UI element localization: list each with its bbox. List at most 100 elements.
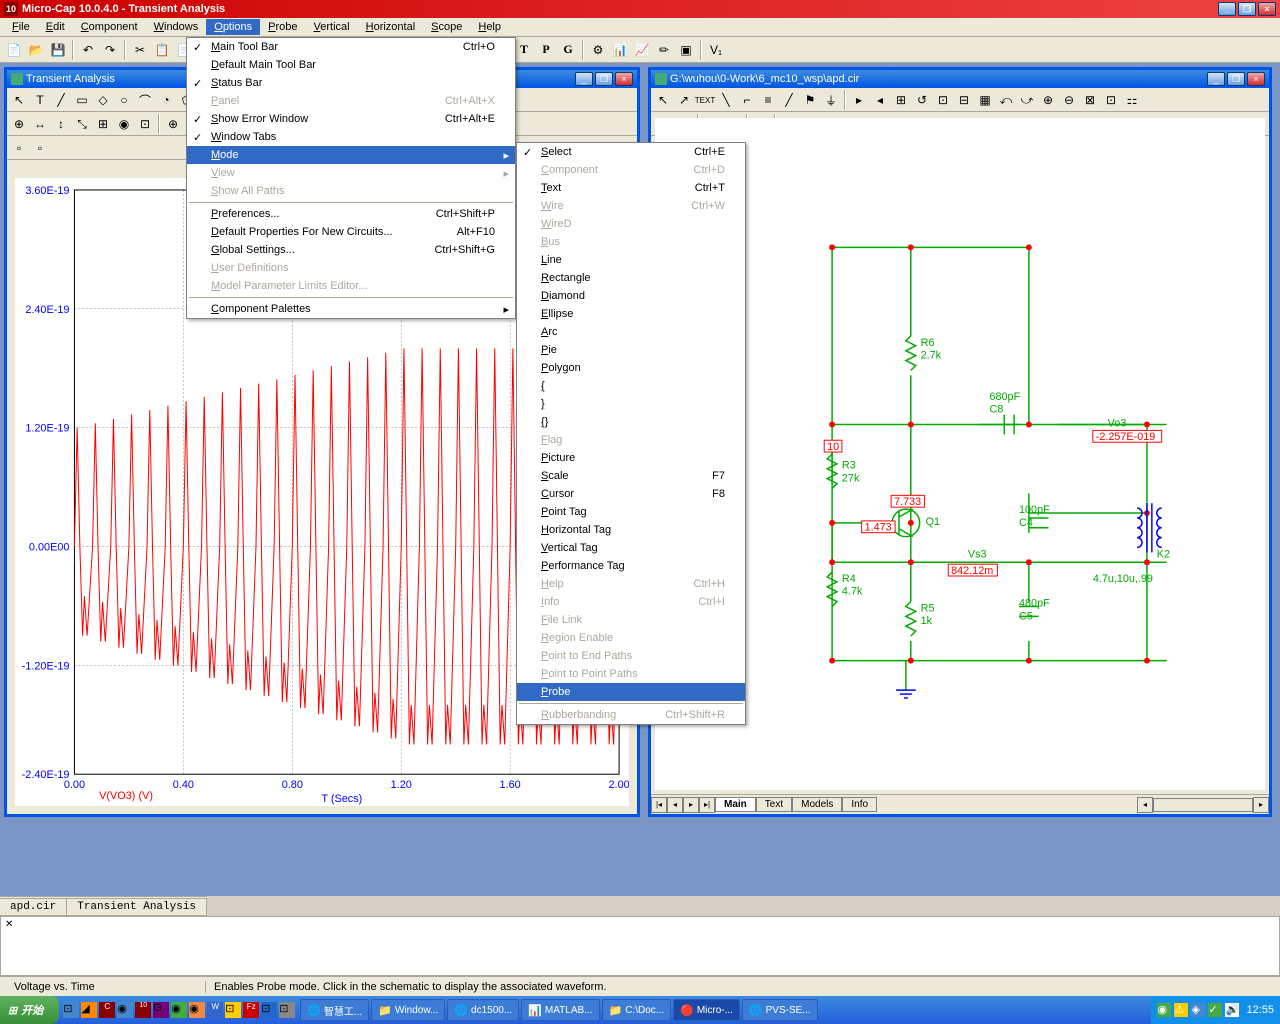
toolbar-button[interactable]: ↷: [100, 40, 120, 60]
tag-tool[interactable]: ⤡: [72, 114, 92, 134]
task-button[interactable]: 🌐PVS-SE...: [742, 999, 818, 1021]
toolbar-button[interactable]: ⚙: [588, 40, 608, 60]
close-button[interactable]: ×: [1258, 2, 1276, 16]
tool[interactable]: ⤺: [996, 90, 1016, 110]
file-tab[interactable]: Transient Analysis: [66, 898, 207, 916]
task-button[interactable]: 📁C:\Doc...: [602, 999, 672, 1021]
maximize-button[interactable]: ❐: [1238, 2, 1256, 16]
menu-item[interactable]: Preferences...Ctrl+Shift+P: [187, 205, 515, 223]
tag-tool[interactable]: ⊡: [135, 114, 155, 134]
toolbar-button[interactable]: V₁: [706, 40, 726, 60]
sheet-next-button[interactable]: ▸: [683, 797, 699, 813]
child-minimize-button[interactable]: _: [1207, 72, 1225, 86]
sheet-last-button[interactable]: ▸|: [699, 797, 715, 813]
tray-icon[interactable]: 🔊: [1225, 1003, 1239, 1017]
menu-item[interactable]: Diamond: [517, 287, 745, 305]
task-button[interactable]: 🔴Micro-...: [673, 999, 740, 1021]
menu-edit[interactable]: Edit: [38, 19, 73, 35]
ql-icon[interactable]: 10: [135, 1002, 151, 1018]
menu-item[interactable]: Default Properties For New Circuits...Al…: [187, 223, 515, 241]
ql-icon[interactable]: Fz: [243, 1002, 259, 1018]
tray-icon[interactable]: ✓: [1208, 1003, 1222, 1017]
tray-icon[interactable]: ⚠: [1174, 1003, 1188, 1017]
zoom-tool[interactable]: ⊕: [163, 114, 183, 134]
diamond-tool[interactable]: ◇: [93, 90, 113, 110]
tray-icon[interactable]: ◉: [1157, 1003, 1171, 1017]
line-tool[interactable]: ╱: [51, 90, 71, 110]
toolbar-button[interactable]: 💾: [48, 40, 68, 60]
tool[interactable]: ⊕: [1038, 90, 1058, 110]
tool[interactable]: ⊡: [933, 90, 953, 110]
menu-help[interactable]: Help: [470, 19, 509, 35]
toolbar-button[interactable]: T: [514, 40, 534, 60]
tag-tool[interactable]: ◉: [114, 114, 134, 134]
ql-icon[interactable]: C: [99, 1002, 115, 1018]
menu-item[interactable]: Vertical Tag: [517, 539, 745, 557]
menu-item[interactable]: ✓Status Bar: [187, 74, 515, 92]
component-tool[interactable]: ↗: [674, 90, 694, 110]
tag-tool[interactable]: ↕: [51, 114, 71, 134]
ql-icon[interactable]: ⊡: [279, 1002, 295, 1018]
menu-item[interactable]: {: [517, 377, 745, 395]
menu-item[interactable]: ✓SelectCtrl+E: [517, 143, 745, 161]
tool[interactable]: ↺: [912, 90, 932, 110]
child-minimize-button[interactable]: _: [575, 72, 593, 86]
sheet-tab-models[interactable]: Models: [792, 797, 842, 812]
tool[interactable]: ◂: [870, 90, 890, 110]
ql-icon[interactable]: ◉: [171, 1002, 187, 1018]
ellipse-tool[interactable]: ○: [114, 90, 134, 110]
ql-icon[interactable]: ◢: [81, 1002, 97, 1018]
minimize-button[interactable]: _: [1218, 2, 1236, 16]
menu-item[interactable]: ✓Main Tool BarCtrl+O: [187, 38, 515, 56]
ql-icon[interactable]: ◉: [117, 1002, 133, 1018]
bus-tool[interactable]: ≡: [758, 90, 778, 110]
text-tool[interactable]: TEXT: [695, 90, 715, 110]
task-button[interactable]: 📁Window...: [371, 999, 445, 1021]
menu-item[interactable]: Mode▸: [187, 146, 515, 164]
tool[interactable]: ⊞: [891, 90, 911, 110]
tool[interactable]: ⊠: [1080, 90, 1100, 110]
ql-icon[interactable]: ◉: [189, 1002, 205, 1018]
tag-tool[interactable]: ↔: [30, 114, 50, 134]
menu-probe[interactable]: Probe: [260, 19, 305, 35]
menu-item[interactable]: Polygon: [517, 359, 745, 377]
tag-tool[interactable]: ⊞: [93, 114, 113, 134]
tool[interactable]: ⊟: [954, 90, 974, 110]
task-button[interactable]: 🌐dc1500...: [447, 999, 519, 1021]
menu-item[interactable]: CursorF8: [517, 485, 745, 503]
menu-file[interactable]: File: [4, 19, 38, 35]
tool[interactable]: ⊖: [1059, 90, 1079, 110]
ql-icon[interactable]: G: [153, 1002, 169, 1018]
ql-icon[interactable]: ⊡: [225, 1002, 241, 1018]
menu-item[interactable]: Performance Tag: [517, 557, 745, 575]
menu-scope[interactable]: Scope: [423, 19, 470, 35]
ql-icon[interactable]: ⊡: [63, 1002, 79, 1018]
toolbar-button[interactable]: ▣: [676, 40, 696, 60]
toolbar-button[interactable]: ✏: [654, 40, 674, 60]
sheet-prev-button[interactable]: ◂: [667, 797, 683, 813]
ql-icon[interactable]: ⊡: [261, 1002, 277, 1018]
pie-tool[interactable]: ◔: [156, 90, 176, 110]
menu-options[interactable]: Options: [206, 19, 260, 35]
task-button[interactable]: 🌐智慧工...: [300, 999, 369, 1021]
schematic-area[interactable]: R6 2.7k 680pF C8 R3 27k Q1 R4 4.7k R5 1k…: [655, 118, 1265, 790]
tool[interactable]: ▫: [30, 138, 50, 158]
menu-vertical[interactable]: Vertical: [306, 19, 358, 35]
tool[interactable]: ⊡: [1101, 90, 1121, 110]
wire-tool[interactable]: ╲: [716, 90, 736, 110]
toolbar-button[interactable]: P: [536, 40, 556, 60]
menu-item[interactable]: {}: [517, 413, 745, 431]
toolbar-button[interactable]: 📊: [610, 40, 630, 60]
text-tool[interactable]: T: [30, 90, 50, 110]
tag-tool[interactable]: ⊕: [9, 114, 29, 134]
child-close-button[interactable]: ×: [1247, 72, 1265, 86]
toolbar-button[interactable]: 📈: [632, 40, 652, 60]
menu-item[interactable]: Picture: [517, 449, 745, 467]
sheet-tab-main[interactable]: Main: [715, 797, 756, 812]
toolbar-button[interactable]: 📄: [4, 40, 24, 60]
tool[interactable]: ▫: [9, 138, 29, 158]
toolbar-button[interactable]: 📂: [26, 40, 46, 60]
menu-item[interactable]: Arc: [517, 323, 745, 341]
menu-item[interactable]: ✓Window Tabs: [187, 128, 515, 146]
menu-item[interactable]: Pie: [517, 341, 745, 359]
